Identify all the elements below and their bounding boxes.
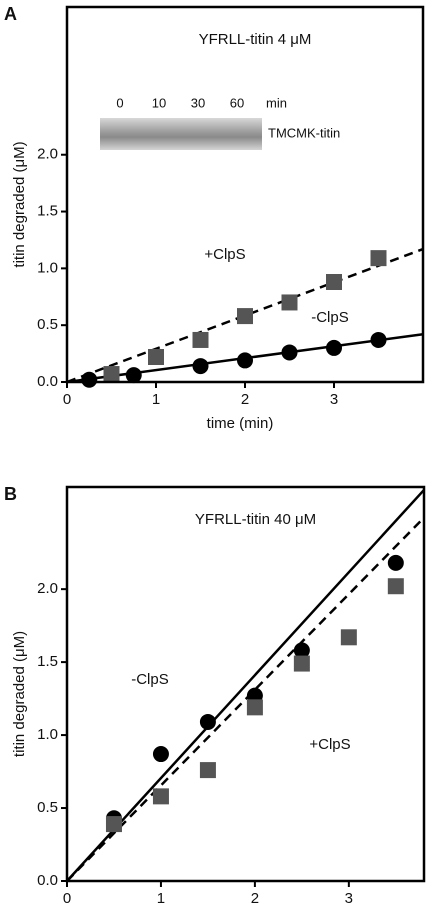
y-tick-label: 0.5	[37, 316, 58, 333]
x-tick-label: 1	[152, 391, 160, 408]
marker-square	[237, 308, 253, 325]
marker-circle	[370, 331, 387, 348]
y-tick-label: 1.0	[37, 259, 58, 276]
series-label: +ClpS	[204, 246, 245, 263]
fit-line	[66, 516, 425, 882]
marker-square	[152, 788, 169, 805]
x-tick-label: 2	[251, 890, 259, 907]
marker-circle	[293, 642, 310, 659]
marker-square	[103, 366, 120, 383]
gel-image	[100, 118, 262, 150]
plot-frame	[65, 485, 426, 883]
panel-label: A	[4, 4, 17, 24]
lane-label: 10	[152, 95, 166, 110]
x-tick-label: 0	[63, 391, 71, 408]
band-label: TMCMK-titin	[268, 125, 340, 140]
marker-square	[199, 762, 216, 779]
marker-square	[387, 578, 404, 595]
marker-circle	[199, 713, 216, 730]
panel-label: B	[4, 484, 17, 504]
plot-frame	[65, 5, 425, 384]
lane-label: 30	[191, 95, 205, 110]
marker-square	[340, 629, 357, 646]
x-axis-label: time (min)	[207, 415, 274, 432]
marker-circle	[192, 358, 209, 375]
marker-circle	[326, 339, 342, 356]
marker-circle	[281, 344, 298, 361]
marker-circle	[387, 554, 404, 571]
y-tick-label: 0.0	[37, 373, 58, 390]
lane-label: 0	[116, 95, 123, 110]
marker-circle	[125, 367, 142, 384]
x-tick-label: 0	[63, 890, 71, 907]
y-tick-label: 2.0	[37, 146, 58, 163]
marker-square	[370, 250, 387, 267]
x-tick-label: 1	[157, 890, 165, 907]
chart-title: YFRLL-titin 4 μM	[199, 31, 312, 48]
x-tick-label: 3	[345, 890, 353, 907]
chart-title: YFRLL-titin 40 μM	[195, 511, 316, 528]
marker-square	[105, 816, 122, 833]
series-label: +ClpS	[309, 736, 350, 753]
marker-square	[326, 274, 342, 290]
marker-square	[148, 349, 164, 365]
marker-square	[192, 331, 209, 348]
marker-square	[281, 294, 298, 311]
y-axis-label: titin degraded (μM)	[11, 631, 28, 757]
fit-line	[66, 247, 424, 384]
y-tick-label: 1.0	[37, 726, 58, 743]
fit-line	[66, 489, 425, 882]
series-label: -ClpS	[131, 671, 169, 688]
lane-label: 60	[230, 95, 244, 110]
y-tick-label: 0.0	[37, 872, 58, 889]
y-axis-label: titin degraded (μM)	[11, 141, 28, 267]
y-tick-label: 2.0	[37, 580, 58, 597]
marker-circle	[81, 371, 98, 388]
marker-square	[293, 655, 310, 672]
marker-circle	[152, 746, 169, 763]
x-tick-label: 3	[330, 391, 338, 408]
y-tick-label: 0.5	[37, 799, 58, 816]
marker-circle	[237, 352, 253, 369]
y-tick-label: 1.5	[37, 653, 58, 670]
x-tick-label: 2	[241, 391, 249, 408]
series-label: -ClpS	[311, 309, 349, 326]
y-tick-label: 1.5	[37, 203, 58, 220]
lane-unit: min	[266, 95, 287, 110]
marker-square	[246, 699, 263, 716]
